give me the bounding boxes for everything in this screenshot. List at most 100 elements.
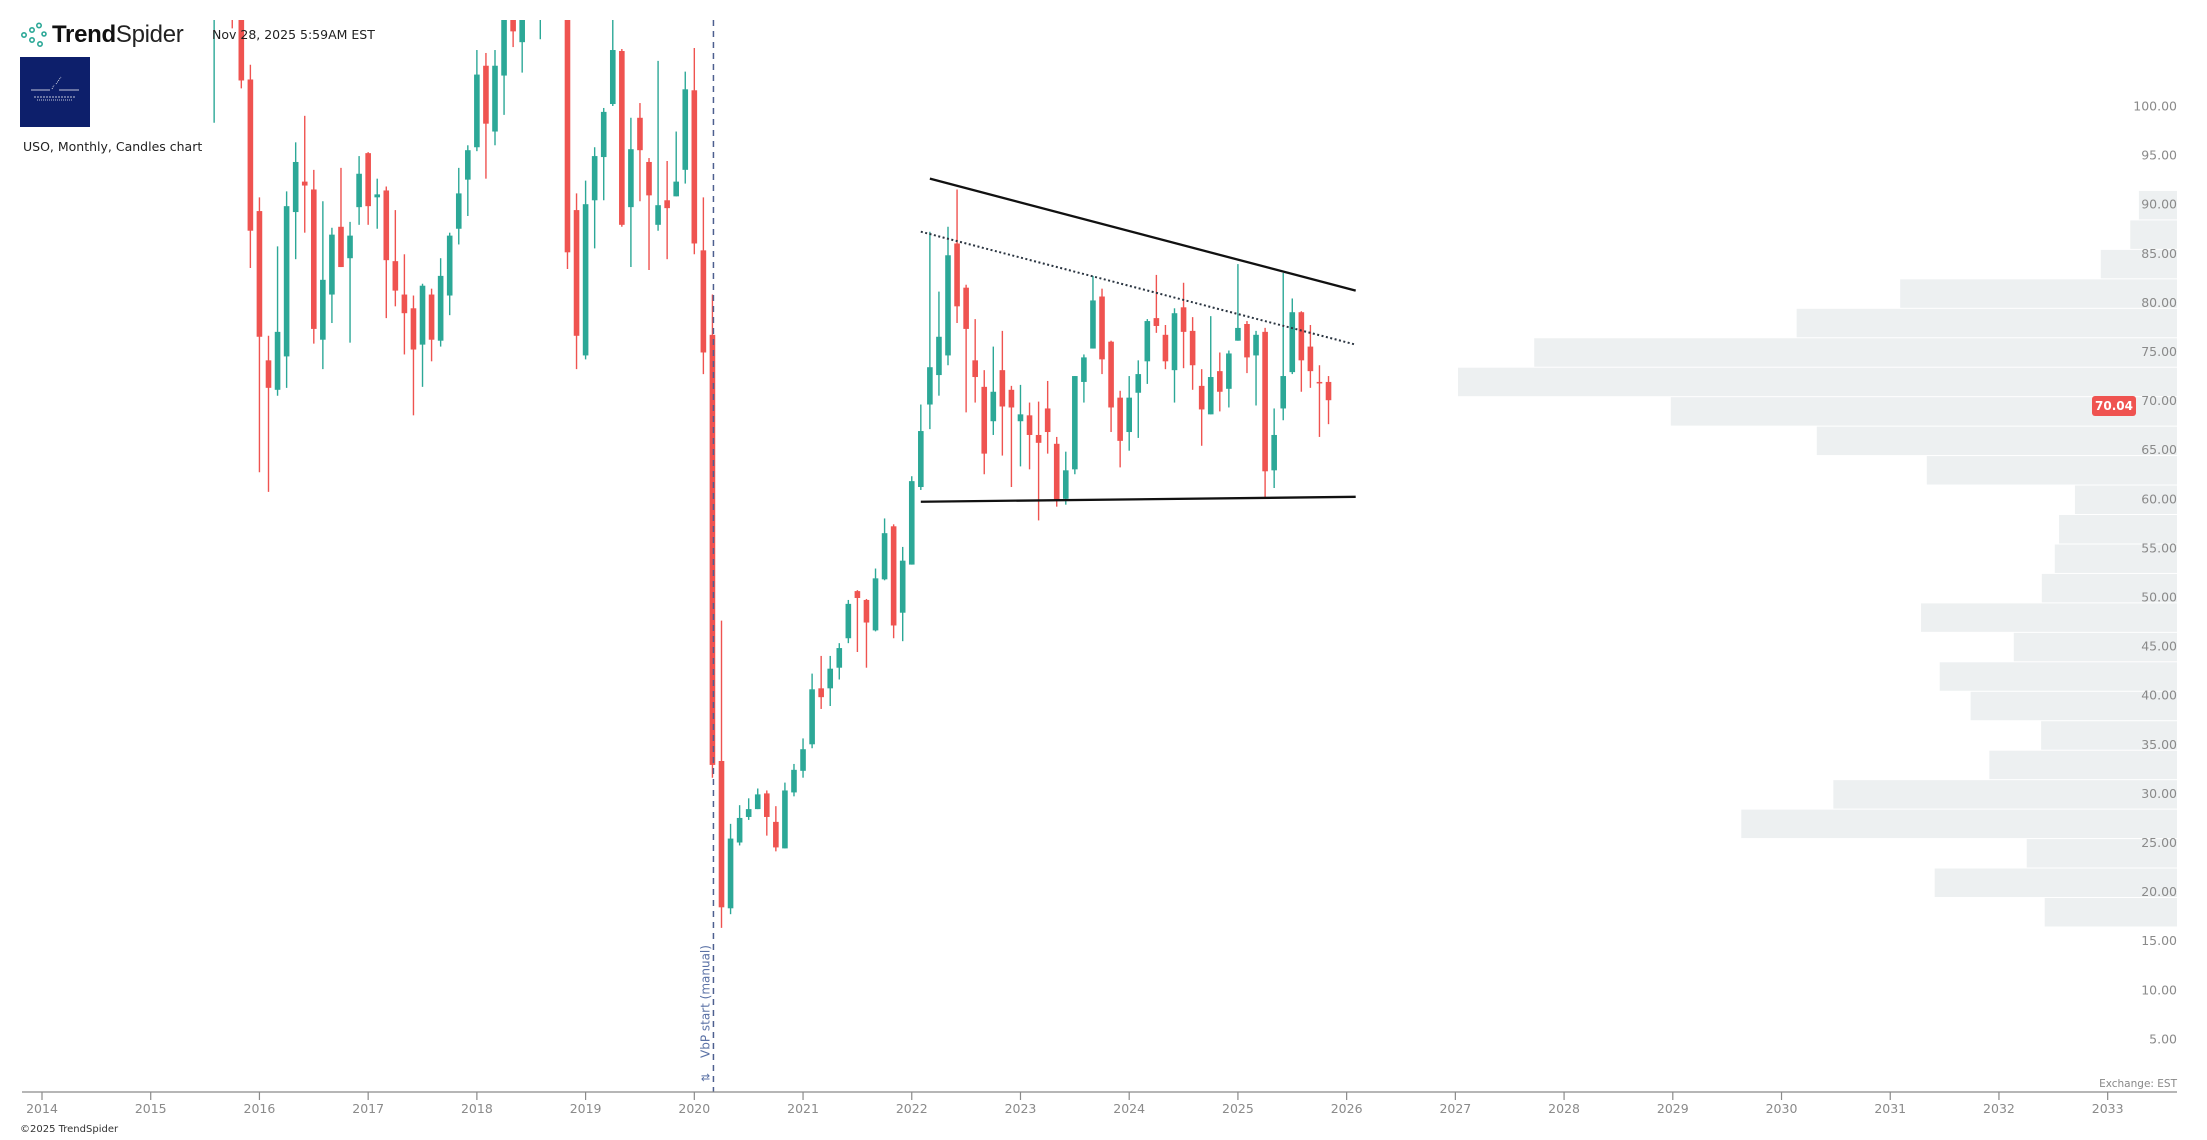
exchange-timezone-label[interactable]: Exchange: EST	[2099, 1078, 2177, 1090]
x-tick-label: 2023	[1005, 1101, 1037, 1116]
timestamp: Nov 28, 2025 5:59AM EST	[212, 27, 375, 42]
candle-body	[736, 817, 743, 843]
candle-body	[936, 336, 942, 376]
candle-up	[356, 156, 362, 225]
candle-body	[981, 386, 988, 454]
y-tick-label: 10.00	[2141, 982, 2177, 997]
volume-profile	[1458, 190, 2177, 927]
x-tick-label: 2020	[678, 1101, 710, 1116]
candle-body	[827, 668, 834, 689]
candle-body	[1280, 376, 1287, 409]
candle-up	[673, 131, 679, 197]
candle-down	[709, 294, 716, 778]
dotted-resistance-line[interactable]	[920, 230, 1356, 346]
candle-up	[501, 20, 507, 115]
candle-body	[1062, 470, 1069, 499]
candle-body	[301, 181, 308, 186]
upper-resistance-line[interactable]	[929, 177, 1356, 292]
candle-up	[1226, 350, 1232, 408]
candle-body	[329, 234, 335, 295]
candle-body	[664, 200, 670, 209]
candle-up	[465, 145, 471, 216]
candle-down	[1180, 282, 1187, 369]
x-tick-label: 2029	[1657, 1101, 1689, 1116]
candle-body	[764, 793, 770, 817]
candle-up	[213, 20, 215, 123]
candle-body	[1307, 346, 1314, 372]
candle-body	[573, 210, 580, 336]
x-tick-label: 2014	[26, 1101, 58, 1116]
y-tick-label: 30.00	[2141, 786, 2177, 801]
y-tick-label: 100.00	[2133, 99, 2177, 114]
support-line[interactable]	[920, 495, 1356, 503]
candle-body	[292, 161, 299, 213]
candle-body	[673, 181, 679, 197]
candle-down	[854, 590, 861, 652]
chart-title: USO, Monthly, Candles chart	[23, 139, 203, 154]
candle-down	[1244, 321, 1250, 374]
candle-down	[1044, 380, 1051, 454]
candle-body	[519, 20, 525, 43]
trendspider-logo[interactable]: TrendSpider	[20, 20, 184, 50]
candle-down	[311, 169, 317, 344]
candle-body	[999, 370, 1006, 407]
candle-body	[628, 149, 634, 208]
candle-up	[274, 246, 281, 396]
candle-body	[365, 153, 371, 207]
vbp-start-label: VbP start (manual)	[698, 945, 712, 1058]
candle-down	[383, 186, 390, 319]
publisher-logo	[20, 57, 90, 127]
candle-body	[872, 578, 879, 631]
candle-body	[800, 749, 806, 771]
candle-up	[845, 599, 852, 644]
y-axis[interactable]: 5.00 10.00 15.00 20.00 25.00 30.00 35.00 40.00 4…	[2133, 99, 2177, 1047]
x-axis[interactable]: 2014 2015 2016 2017 2018 2019 2020 2021 2022 2023…	[26, 1092, 2124, 1116]
candle-up	[582, 180, 589, 360]
candle-body	[1126, 397, 1132, 433]
y-tick-label: 80.00	[2141, 295, 2177, 310]
volume-profile-bar	[1458, 367, 2177, 397]
volume-profile-bar	[1939, 662, 2177, 691]
candle-up	[945, 226, 951, 366]
trendlines[interactable]	[920, 177, 1356, 503]
candle-up	[329, 227, 335, 324]
candle-body	[845, 603, 852, 639]
candle-up	[320, 201, 326, 370]
candle-down	[1026, 402, 1033, 470]
candle-down	[773, 806, 779, 852]
y-tick-label: 65.00	[2141, 442, 2177, 457]
candle-up	[1081, 354, 1087, 403]
candle-body	[1180, 307, 1187, 332]
candle-down	[301, 115, 308, 233]
candle-body	[818, 688, 824, 698]
candle-up	[609, 20, 616, 106]
candle-body	[954, 243, 960, 307]
vbp-start-marker[interactable]: VbP start (manual) ⇅	[698, 20, 715, 1092]
candle-body	[945, 255, 951, 356]
candle-body	[963, 287, 969, 329]
candle-up	[1280, 272, 1287, 421]
candle-down	[1108, 340, 1114, 433]
candle-up	[1144, 319, 1151, 384]
candle-down	[691, 48, 698, 255]
candle-down	[664, 160, 670, 260]
x-tick-label: 2024	[1113, 1101, 1145, 1116]
candle-down	[1053, 436, 1060, 507]
y-tick-label: 60.00	[2141, 491, 2177, 506]
candle-up	[754, 788, 761, 810]
candle-down	[1162, 324, 1169, 370]
candle-down	[818, 655, 824, 709]
candle-body	[1081, 357, 1087, 382]
candle-down	[619, 49, 625, 227]
candle-down	[410, 295, 417, 416]
candle-body	[564, 20, 571, 253]
candle-body	[773, 821, 779, 848]
candle-body	[619, 51, 625, 225]
candle-up	[736, 805, 743, 846]
candle-up	[347, 221, 353, 343]
candle-down	[573, 193, 580, 370]
candle-body	[1144, 321, 1151, 362]
x-tick-label: 2025	[1222, 1101, 1254, 1116]
brand-name-bold: Trend	[52, 21, 116, 48]
